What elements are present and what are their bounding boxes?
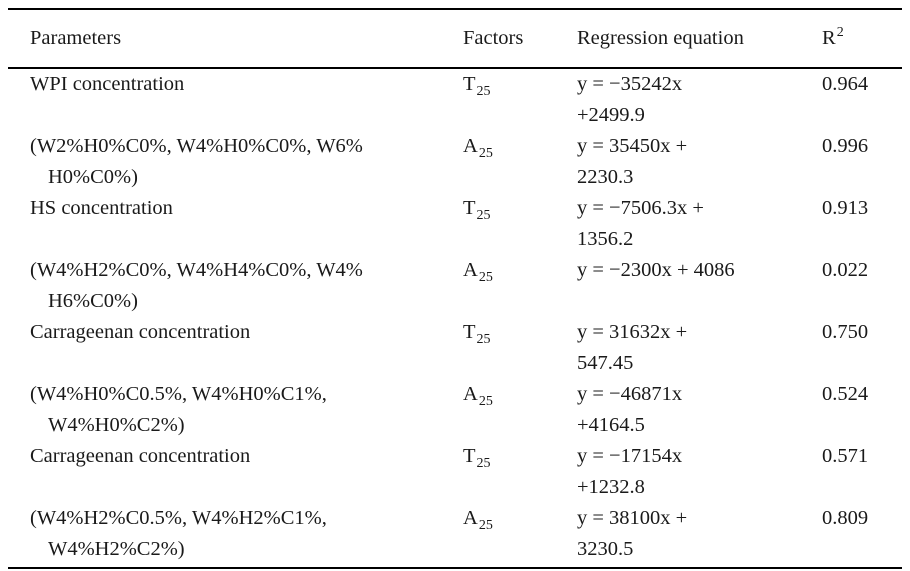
table-row: HS concentration T25 y = −7506.3x + 1356… <box>8 193 902 255</box>
regression-table: Parameters Factors Regression equation R… <box>8 8 902 569</box>
parameter-text-cont <box>30 472 463 503</box>
equation-text: y = −35242x <box>577 73 683 95</box>
factor-cell: T25 <box>463 317 577 350</box>
parameter-text-cont <box>30 224 463 255</box>
parameter-text: Carrageenan concentration <box>30 321 251 343</box>
equation-cell: y = −7506.3x + 1356.2 <box>577 193 822 255</box>
equation-cell: y = 38100x + 3230.5 <box>577 503 822 565</box>
table-row: (W2%H0%C0%, W4%H0%C0%, W6% H0%C0%) A25 y… <box>8 131 902 193</box>
parameter-text: HS concentration <box>30 197 173 219</box>
equation-text-cont: +2499.9 <box>577 104 645 126</box>
table-header-row: Parameters Factors Regression equation R… <box>8 10 902 69</box>
equation-text-cont: 547.45 <box>577 352 634 374</box>
equation-text: y = 31632x + <box>577 321 688 343</box>
table-row: Carrageenan concentration T25 y = −17154… <box>8 441 902 503</box>
factor-symbol: A <box>463 135 478 157</box>
parameter-text: (W4%H2%C0%, W4%H4%C0%, W4% <box>30 259 363 281</box>
parameter-text: (W4%H0%C0.5%, W4%H0%C1%, <box>30 383 327 405</box>
factor-symbol: A <box>463 507 478 529</box>
factor-subscript: 25 <box>478 394 493 409</box>
header-factors: Factors <box>463 27 524 49</box>
table-row: (W4%H2%C0%, W4%H4%C0%, W4% H6%C0%) A25 y… <box>8 255 902 317</box>
factor-symbol: A <box>463 383 478 405</box>
factor-subscript: 25 <box>476 84 491 99</box>
factor-subscript: 25 <box>476 208 491 223</box>
equation-text-cont: +4164.5 <box>577 414 645 436</box>
equation-text-cont: 3230.5 <box>577 538 634 560</box>
parameter-text-cont <box>30 100 463 131</box>
parameter-text-cont <box>30 348 463 379</box>
parameter-text: (W2%H0%C0%, W4%H0%C0%, W6% <box>30 135 363 157</box>
equation-cell: y = 31632x + 547.45 <box>577 317 822 379</box>
factor-subscript: 25 <box>478 518 493 533</box>
r-squared-value: 0.913 <box>822 197 869 219</box>
parameters-cell: (W4%H2%C0%, W4%H4%C0%, W4% H6%C0%) <box>30 255 463 317</box>
header-r-squared: R2 <box>822 23 902 56</box>
parameters-cell: (W4%H2%C0.5%, W4%H2%C1%, W4%H2%C2%) <box>30 503 463 565</box>
table-row: Carrageenan concentration T25 y = 31632x… <box>8 317 902 379</box>
factor-cell: A25 <box>463 503 577 536</box>
r-squared-value: 0.750 <box>822 321 869 343</box>
equation-text: y = 38100x + <box>577 507 688 529</box>
factor-subscript: 25 <box>476 332 491 347</box>
parameters-cell: HS concentration <box>30 193 463 255</box>
factor-cell: A25 <box>463 379 577 412</box>
parameter-text-cont: W4%H2%C2%) <box>48 538 185 560</box>
parameter-text-cont: H0%C0%) <box>48 166 138 188</box>
factor-symbol: T <box>463 73 476 95</box>
parameter-text: Carrageenan concentration <box>30 445 251 467</box>
parameter-text: WPI concentration <box>30 73 185 95</box>
factor-symbol: T <box>463 197 476 219</box>
equation-text-cont <box>577 286 822 317</box>
r-squared-value: 0.996 <box>822 135 869 157</box>
parameters-cell: Carrageenan concentration <box>30 317 463 379</box>
header-regression-equation: Regression equation <box>577 27 744 49</box>
parameters-cell: (W2%H0%C0%, W4%H0%C0%, W6% H0%C0%) <box>30 131 463 193</box>
r-squared-value: 0.571 <box>822 445 869 467</box>
equation-text: y = −7506.3x + <box>577 197 704 219</box>
parameters-cell: WPI concentration <box>30 69 463 131</box>
table-row: (W4%H0%C0.5%, W4%H0%C1%, W4%H0%C2%) A25 … <box>8 379 902 441</box>
equation-text-cont: +1232.8 <box>577 476 645 498</box>
equation-cell: y = −46871x +4164.5 <box>577 379 822 441</box>
equation-text: y = 35450x + <box>577 135 688 157</box>
factor-subscript: 25 <box>478 146 493 161</box>
factor-subscript: 25 <box>478 270 493 285</box>
table-row: WPI concentration T25 y = −35242x +2499.… <box>8 69 902 131</box>
factor-cell: A25 <box>463 131 577 164</box>
factor-cell: T25 <box>463 193 577 226</box>
factor-cell: T25 <box>463 441 577 474</box>
equation-cell: y = −17154x +1232.8 <box>577 441 822 503</box>
factor-symbol: T <box>463 321 476 343</box>
r-squared-value: 0.964 <box>822 73 869 95</box>
parameters-cell: (W4%H0%C0.5%, W4%H0%C1%, W4%H0%C2%) <box>30 379 463 441</box>
equation-text: y = −2300x + 4086 <box>577 259 735 281</box>
parameter-text: (W4%H2%C0.5%, W4%H2%C1%, <box>30 507 327 529</box>
r-squared-value: 0.524 <box>822 383 869 405</box>
equation-text: y = −46871x <box>577 383 683 405</box>
parameter-text-cont: W4%H0%C2%) <box>48 414 185 436</box>
parameter-text-cont: H6%C0%) <box>48 290 138 312</box>
header-parameters: Parameters <box>30 27 122 49</box>
factor-cell: T25 <box>463 69 577 102</box>
factor-symbol: A <box>463 259 478 281</box>
r-squared-exponent: 2 <box>836 25 844 40</box>
equation-text-cont: 2230.3 <box>577 166 634 188</box>
r-squared-value: 0.809 <box>822 507 869 529</box>
equation-cell: y = 35450x + 2230.3 <box>577 131 822 193</box>
equation-cell: y = −2300x + 4086 <box>577 255 822 317</box>
equation-cell: y = −35242x +2499.9 <box>577 69 822 131</box>
factor-symbol: T <box>463 445 476 467</box>
r-squared-base: R <box>822 27 836 49</box>
factor-subscript: 25 <box>476 456 491 471</box>
equation-text: y = −17154x <box>577 445 683 467</box>
factor-cell: A25 <box>463 255 577 288</box>
r-squared-value: 0.022 <box>822 259 869 281</box>
parameters-cell: Carrageenan concentration <box>30 441 463 503</box>
equation-text-cont: 1356.2 <box>577 228 634 250</box>
table-row: (W4%H2%C0.5%, W4%H2%C1%, W4%H2%C2%) A25 … <box>8 503 902 565</box>
